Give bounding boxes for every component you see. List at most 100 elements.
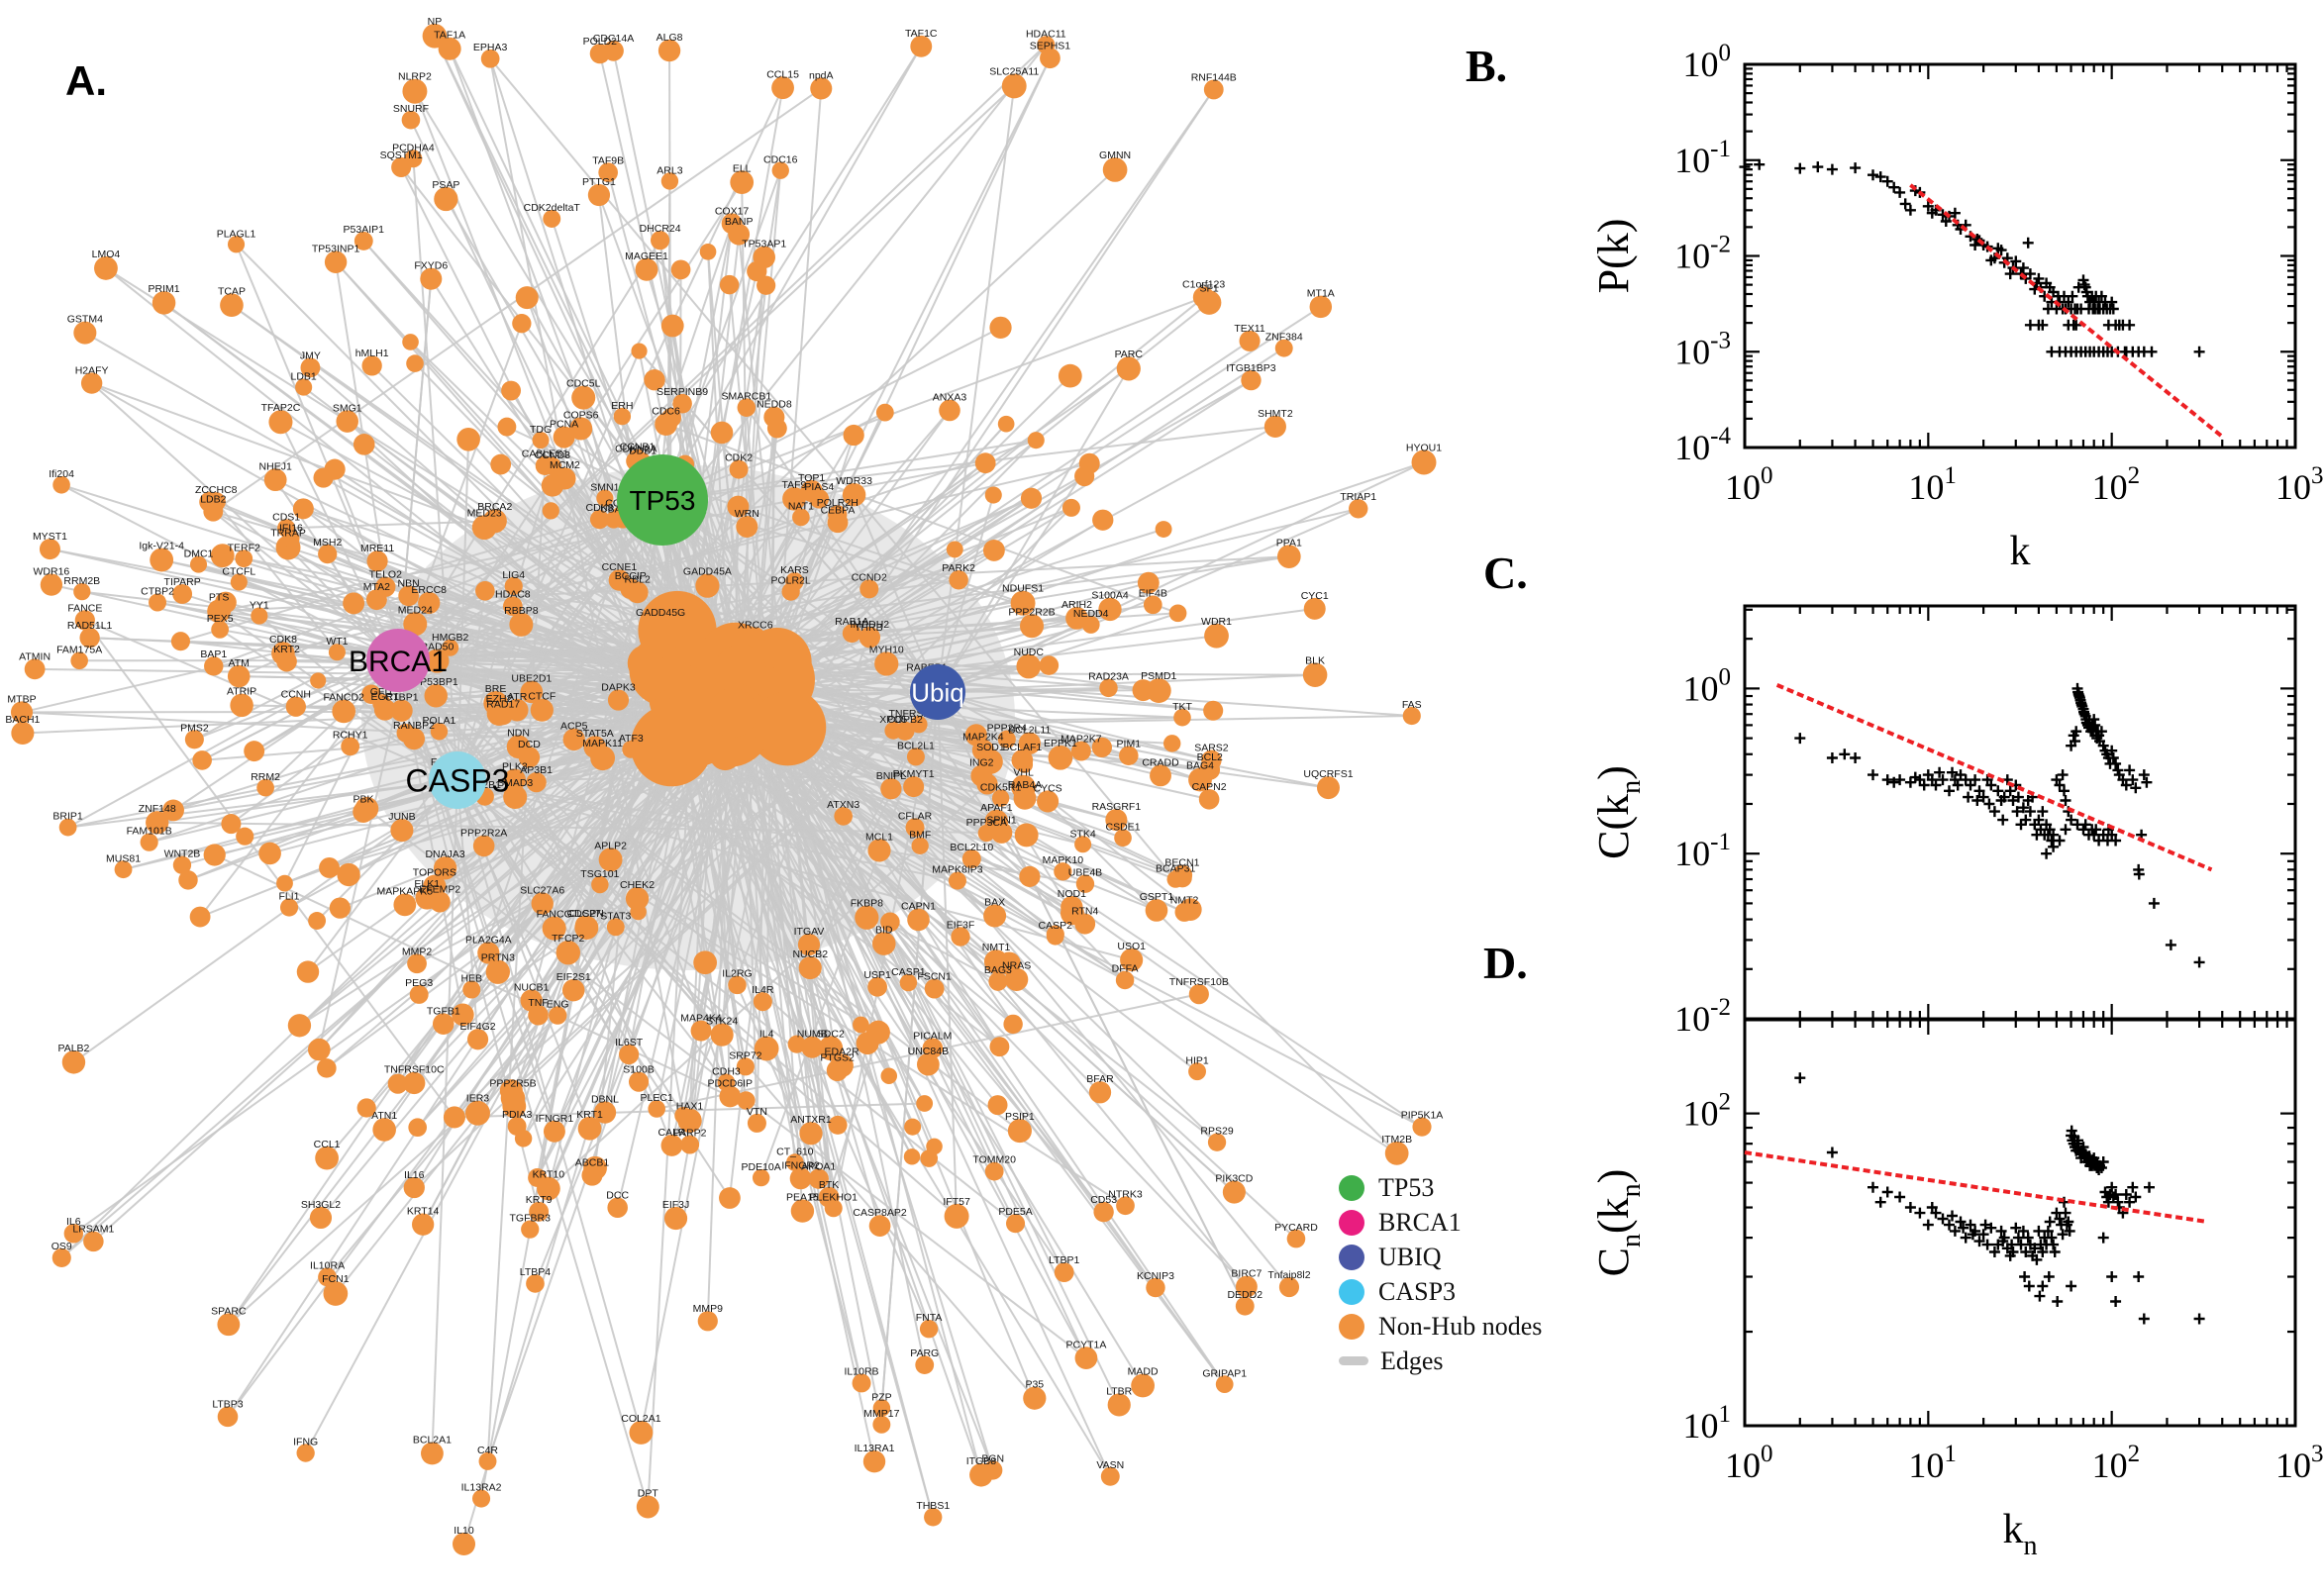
network-node-label: BFAR bbox=[1086, 1073, 1114, 1085]
network-node bbox=[920, 1149, 939, 1167]
network-node bbox=[184, 730, 204, 749]
network-node-label: BCAP31 bbox=[1156, 862, 1195, 874]
network-node bbox=[503, 785, 528, 810]
network-node-label: POLR2H bbox=[817, 497, 858, 509]
network-node bbox=[1277, 545, 1301, 568]
network-node bbox=[828, 1115, 848, 1135]
network-node-label: YY1 bbox=[250, 600, 269, 612]
network-node-label: ERH bbox=[611, 400, 633, 412]
network-node-label: EFEMP2 bbox=[419, 883, 460, 895]
network-node bbox=[425, 648, 450, 673]
legend-dot-swatch bbox=[1339, 1278, 1364, 1305]
network-node-label: DHCR24 bbox=[640, 223, 681, 235]
network-node-label: HEB bbox=[460, 973, 482, 985]
network-node-label: BAG3 bbox=[984, 964, 1012, 976]
network-node bbox=[150, 548, 174, 572]
network-node-label: FANCE bbox=[67, 602, 102, 614]
network-node bbox=[693, 950, 718, 975]
network-node bbox=[433, 1013, 454, 1035]
network-node-label: ANTXR1 bbox=[790, 1114, 832, 1126]
network-node bbox=[276, 874, 293, 892]
network-node-label: BCL2L11 bbox=[1008, 725, 1051, 737]
network-node bbox=[307, 1038, 331, 1061]
network-node bbox=[754, 1036, 779, 1061]
network-node bbox=[1188, 984, 1209, 1005]
network-node bbox=[988, 971, 1008, 991]
network-node-label: PEG3 bbox=[405, 977, 433, 989]
network-node-label: CASP2 bbox=[1039, 920, 1073, 932]
network-node bbox=[1222, 1180, 1246, 1204]
network-node bbox=[808, 1168, 829, 1189]
network-node bbox=[230, 573, 248, 591]
network-node bbox=[862, 1450, 886, 1473]
network-node-label: IL13RA1 bbox=[855, 1443, 895, 1454]
network-node bbox=[1146, 1277, 1165, 1298]
network-node bbox=[1137, 571, 1160, 594]
network-node bbox=[408, 1118, 428, 1138]
network-node bbox=[403, 1071, 426, 1095]
network-node-label: BAP1 bbox=[200, 648, 227, 660]
network-node bbox=[660, 314, 684, 338]
network-node-label: BCL2A1 bbox=[413, 1435, 452, 1446]
network-node-label: JUNB bbox=[388, 811, 415, 823]
network-node-label: CYCS bbox=[1034, 782, 1062, 794]
network-node bbox=[203, 844, 226, 866]
network-node bbox=[313, 467, 334, 488]
network-node bbox=[899, 973, 918, 992]
network-node bbox=[855, 905, 879, 930]
network-node bbox=[308, 912, 327, 930]
network-node bbox=[875, 403, 894, 422]
network-node-label: ARIH2 bbox=[1061, 599, 1092, 611]
legend-item-edges: Edges bbox=[1339, 1344, 1542, 1378]
network-node bbox=[1054, 862, 1072, 881]
network-node bbox=[766, 418, 787, 439]
network-node-label: FANCG bbox=[537, 909, 572, 921]
network-node bbox=[1302, 662, 1328, 687]
legend-dot-swatch bbox=[1339, 1209, 1364, 1236]
network-node-label: PLK3 bbox=[502, 760, 528, 772]
network-node-label: MMP9 bbox=[693, 1303, 723, 1315]
network-node-label: RAD23A bbox=[1088, 671, 1129, 683]
network-node-label: MCL1 bbox=[865, 831, 893, 843]
network-node-label: SARS2 bbox=[1194, 743, 1229, 754]
network-node bbox=[593, 1101, 617, 1124]
network-node bbox=[1093, 1201, 1114, 1223]
network-node bbox=[199, 491, 220, 513]
network-node bbox=[608, 569, 631, 591]
network-node-label: PARC bbox=[1115, 349, 1144, 360]
chart-B-points bbox=[1739, 158, 2205, 357]
network-node bbox=[336, 410, 358, 433]
network-node bbox=[429, 891, 451, 913]
network-node bbox=[486, 701, 512, 726]
network-node bbox=[1098, 597, 1122, 622]
network-node bbox=[983, 904, 1007, 928]
network-node-label: STAT3 bbox=[600, 910, 631, 922]
network-node bbox=[606, 918, 625, 937]
network-node bbox=[635, 257, 658, 281]
network-node-label: PKMYT1 bbox=[893, 768, 935, 780]
network-node-label: NUDC bbox=[1014, 647, 1045, 658]
network-node-label: ATF3 bbox=[619, 733, 644, 745]
network-node-label: KRT9 bbox=[526, 1194, 553, 1206]
legend-item-label: BRCA1 bbox=[1378, 1207, 1462, 1237]
network-node-label: BECN1 bbox=[1164, 856, 1199, 868]
network-node bbox=[1005, 1214, 1026, 1234]
network-node-label: PCDHA4 bbox=[392, 142, 435, 153]
network-node bbox=[577, 1116, 602, 1141]
network-node bbox=[569, 417, 593, 441]
network-node bbox=[771, 76, 794, 100]
network-node-label: RAD51L1 bbox=[67, 620, 113, 632]
x-axis-title: k bbox=[2010, 529, 2031, 574]
network-node-label: PARG bbox=[910, 1347, 939, 1359]
network-node bbox=[906, 748, 925, 766]
network-node-label: MAP2K4 bbox=[962, 732, 1004, 744]
network-node-cluster bbox=[753, 692, 818, 757]
network-node-label: CDC14A bbox=[593, 33, 634, 45]
network-node bbox=[532, 432, 550, 449]
network-node-label: CCNB1 bbox=[620, 442, 656, 453]
network-node-label: MT1A bbox=[1307, 288, 1335, 300]
network-node-label: RAB1A bbox=[835, 616, 868, 628]
network-node bbox=[590, 746, 616, 771]
network-node-label: RBL2 bbox=[625, 573, 651, 585]
network-node bbox=[504, 576, 523, 596]
